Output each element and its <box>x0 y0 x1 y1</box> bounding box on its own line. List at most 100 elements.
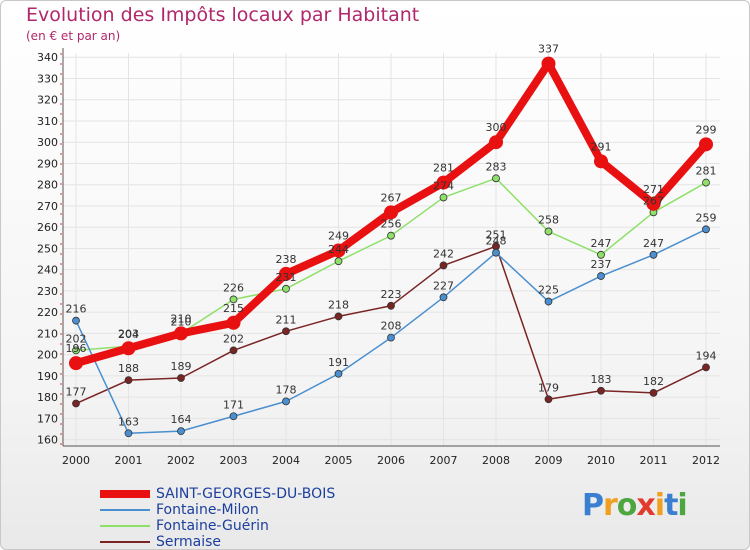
proxiti-logo: Proxiti <box>582 488 688 523</box>
y-tick-label: 230 <box>37 285 58 298</box>
logo-letter: t <box>664 488 678 523</box>
data-label-fontaine-gu-rin: 267 <box>643 194 664 207</box>
data-label-sermaise: 183 <box>591 373 612 386</box>
y-tick-label: 260 <box>37 221 58 234</box>
grid <box>63 53 720 446</box>
data-label-fontaine-milon: 248 <box>486 235 507 248</box>
data-label-sermaise: 251 <box>486 228 507 241</box>
data-point-saint-georges-du-bois <box>699 137 713 152</box>
x-tick-label: 2010 <box>587 454 615 467</box>
data-point-fontaine-milon <box>229 412 238 421</box>
data-point-fontaine-milon <box>492 248 500 257</box>
data-point-fontaine-gu-rin <box>72 346 80 355</box>
x-tick-label: 2008 <box>482 454 510 467</box>
data-label-fontaine-milon: 178 <box>276 383 297 396</box>
y-tick-label: 210 <box>37 327 58 340</box>
x-tick-label: 2000 <box>62 454 90 467</box>
data-label-saint-georges-du-bois: 299 <box>696 123 717 136</box>
data-label-sermaise: 182 <box>643 375 664 388</box>
data-label-saint-georges-du-bois: 215 <box>223 302 244 315</box>
logo-letter: P <box>582 488 604 523</box>
y-tick-label: 250 <box>37 242 58 255</box>
data-point-saint-georges-du-bois <box>384 205 398 220</box>
data-label-fontaine-milon: 171 <box>223 398 244 411</box>
data-point-fontaine-gu-rin <box>492 174 500 183</box>
y-tick-label: 290 <box>37 157 58 170</box>
data-point-sermaise <box>177 374 185 382</box>
data-point-fontaine-milon <box>439 293 448 302</box>
data-label-fontaine-gu-rin: 274 <box>433 179 454 192</box>
x-tick-label: 2004 <box>272 454 300 467</box>
chart-subtitle: (en € et par an) <box>26 29 121 43</box>
data-point-sermaise <box>649 388 658 397</box>
data-point-fontaine-milon <box>124 429 133 438</box>
data-label-fontaine-gu-rin: 231 <box>276 271 297 284</box>
y-tick-label: 170 <box>37 412 58 425</box>
data-point-sermaise <box>124 376 133 385</box>
data-label-saint-georges-du-bois: 281 <box>433 162 454 175</box>
data-label-fontaine-gu-rin: 202 <box>66 332 87 345</box>
logo-letter: x <box>636 488 655 523</box>
data-point-saint-georges-du-bois <box>121 341 136 356</box>
data-point-sermaise <box>439 261 448 270</box>
data-label-saint-georges-du-bois: 300 <box>486 121 507 134</box>
data-point-sermaise <box>282 327 290 336</box>
data-point-fontaine-gu-rin <box>334 257 343 266</box>
data-point-fontaine-milon <box>334 369 343 378</box>
data-label-sermaise: 211 <box>276 313 297 326</box>
data-point-saint-georges-du-bois <box>646 196 661 211</box>
x-tick-label: 2005 <box>325 454 353 467</box>
legend-swatch <box>100 541 150 543</box>
data-point-sermaise <box>597 386 605 395</box>
data-label-sermaise: 179 <box>538 381 559 394</box>
y-tick-label: 270 <box>37 200 58 213</box>
data-point-saint-georges-du-bois <box>69 356 83 371</box>
y-tick-label: 280 <box>37 179 58 192</box>
data-label-fontaine-milon: 216 <box>66 303 87 316</box>
x-tick-label: 2012 <box>692 454 720 467</box>
x-tick-label: 2007 <box>430 454 458 467</box>
data-labels: 177 188 189 202 211 218 223 242 251 179 183 182 194 2… <box>66 43 717 429</box>
data-label-saint-georges-du-bois: 210 <box>171 312 192 325</box>
data-point-fontaine-gu-rin <box>439 193 448 202</box>
data-point-saint-georges-du-bois <box>174 326 188 341</box>
data-label-fontaine-gu-rin: 226 <box>223 281 244 294</box>
data-label-fontaine-milon: 237 <box>591 258 612 271</box>
data-label-fontaine-gu-rin: 258 <box>538 213 559 226</box>
data-label-fontaine-gu-rin: 204 <box>118 328 139 341</box>
data-point-sermaise <box>544 395 553 404</box>
y-tick-label: 160 <box>37 434 58 447</box>
data-point-sermaise <box>334 312 343 321</box>
data-label-fontaine-milon: 208 <box>381 320 402 333</box>
logo-letter: o <box>616 488 638 523</box>
series-layer <box>69 56 713 438</box>
data-label-saint-georges-du-bois: 203 <box>118 327 139 340</box>
data-label-sermaise: 194 <box>696 349 717 362</box>
legend-label: Fontaine-Milon <box>156 502 259 518</box>
logo-letter: i <box>677 488 687 523</box>
data-label-saint-georges-du-bois: 291 <box>591 140 612 153</box>
y-tick-label: 190 <box>37 370 58 383</box>
y-tick-label: 200 <box>37 349 58 362</box>
data-label-saint-georges-du-bois: 271 <box>643 183 664 196</box>
y-tick-label: 310 <box>37 115 58 128</box>
data-point-fontaine-milon <box>702 225 710 234</box>
data-label-sermaise: 242 <box>433 247 454 260</box>
data-label-fontaine-gu-rin: 247 <box>591 237 612 250</box>
data-point-fontaine-milon <box>282 397 290 406</box>
data-label-saint-georges-du-bois: 267 <box>381 191 402 204</box>
logo-letter: i <box>654 488 665 523</box>
data-point-saint-georges-du-bois <box>226 315 241 330</box>
data-label-fontaine-gu-rin: 281 <box>696 165 717 178</box>
data-label-fontaine-gu-rin: 210 <box>171 315 192 328</box>
data-label-sermaise: 202 <box>223 332 244 345</box>
data-point-saint-georges-du-bois <box>279 266 293 281</box>
data-label-sermaise: 189 <box>171 360 192 373</box>
data-point-fontaine-gu-rin <box>387 231 395 240</box>
data-point-fontaine-milon <box>544 297 553 306</box>
data-point-saint-georges-du-bois <box>594 154 608 169</box>
data-point-fontaine-milon <box>597 272 605 280</box>
data-point-fontaine-gu-rin <box>702 178 710 187</box>
